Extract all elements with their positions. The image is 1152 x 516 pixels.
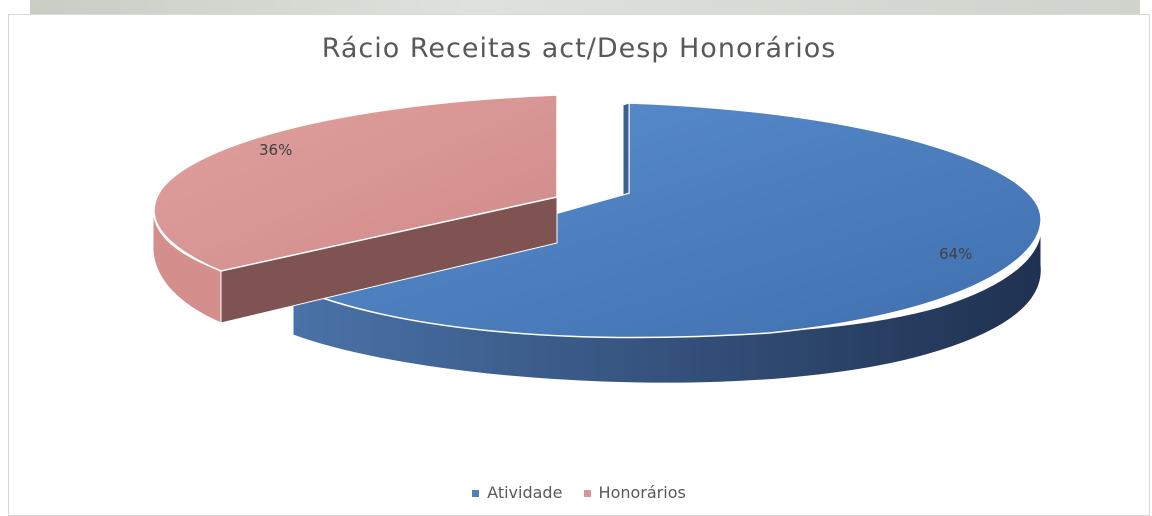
chart-area: Rácio Receitas act/Desp Honorários 64% [8,14,1150,516]
slice-honorarios: 36% [152,94,558,324]
label-honorarios: 36% [259,141,292,159]
slice-atividade: 64% [290,102,1042,384]
label-atividade: 64% [939,245,972,263]
legend-label-atividade: Atividade [487,483,563,502]
legend-label-honorarios: Honorários [598,483,686,502]
legend: Atividade Honorários [9,483,1149,502]
background-strip [30,0,1140,14]
slice-honorarios-front [152,210,222,324]
legend-item-honorarios: Honorários [583,483,686,502]
chart-title: Rácio Receitas act/Desp Honorários [321,33,837,64]
slice-atividade-top [290,102,1042,339]
legend-swatch-honorarios [583,490,591,497]
legend-item-atividade: Atividade [472,483,562,502]
slice-honorarios-top [153,94,558,272]
pie-plot: 64% 36% [152,94,1042,384]
legend-swatch-atividade [472,490,480,497]
slice-atividade-cut [622,102,630,196]
